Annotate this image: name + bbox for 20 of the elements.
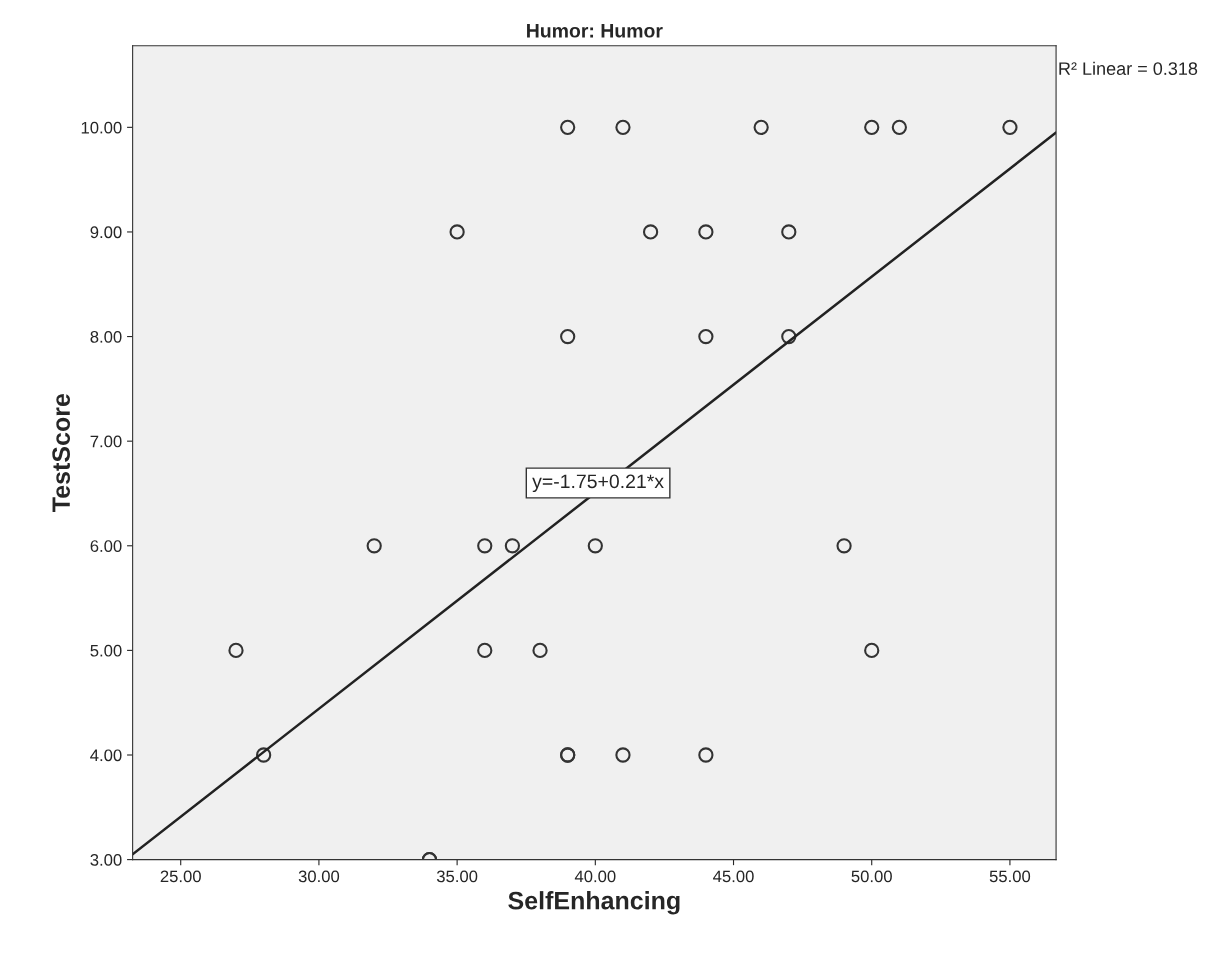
x-tick-label: 40.00 <box>574 870 616 883</box>
x-tick-label: 25.00 <box>160 870 201 883</box>
y-tick-label: 5.00 <box>90 644 122 657</box>
x-tick-label: 35.00 <box>436 870 478 883</box>
x-tick-label: 50.00 <box>851 870 892 883</box>
y-tick-label: 10.00 <box>81 121 122 134</box>
y-tick-label: 9.00 <box>90 226 122 239</box>
y-tick-label: 6.00 <box>90 540 122 552</box>
y-tick-label: 4.00 <box>90 749 122 762</box>
x-tick-label: 30.00 <box>298 870 340 883</box>
x-tick-label: 45.00 <box>713 870 754 883</box>
y-tick-label: 7.00 <box>90 435 122 448</box>
x-axis-title: SelfEnhancing <box>508 891 680 915</box>
y-tick-label: 3.00 <box>90 854 122 866</box>
y-axis-title: TestScore <box>52 394 71 512</box>
text: R² Linear = 0.318 <box>1059 61 1198 76</box>
annotation: y=-1.75+0.21*x <box>532 474 664 493</box>
y-tick-label: 8.00 <box>90 330 122 343</box>
x-tick-label: 55.00 <box>989 870 1031 883</box>
chart-title: Humor: Humor <box>527 24 663 38</box>
